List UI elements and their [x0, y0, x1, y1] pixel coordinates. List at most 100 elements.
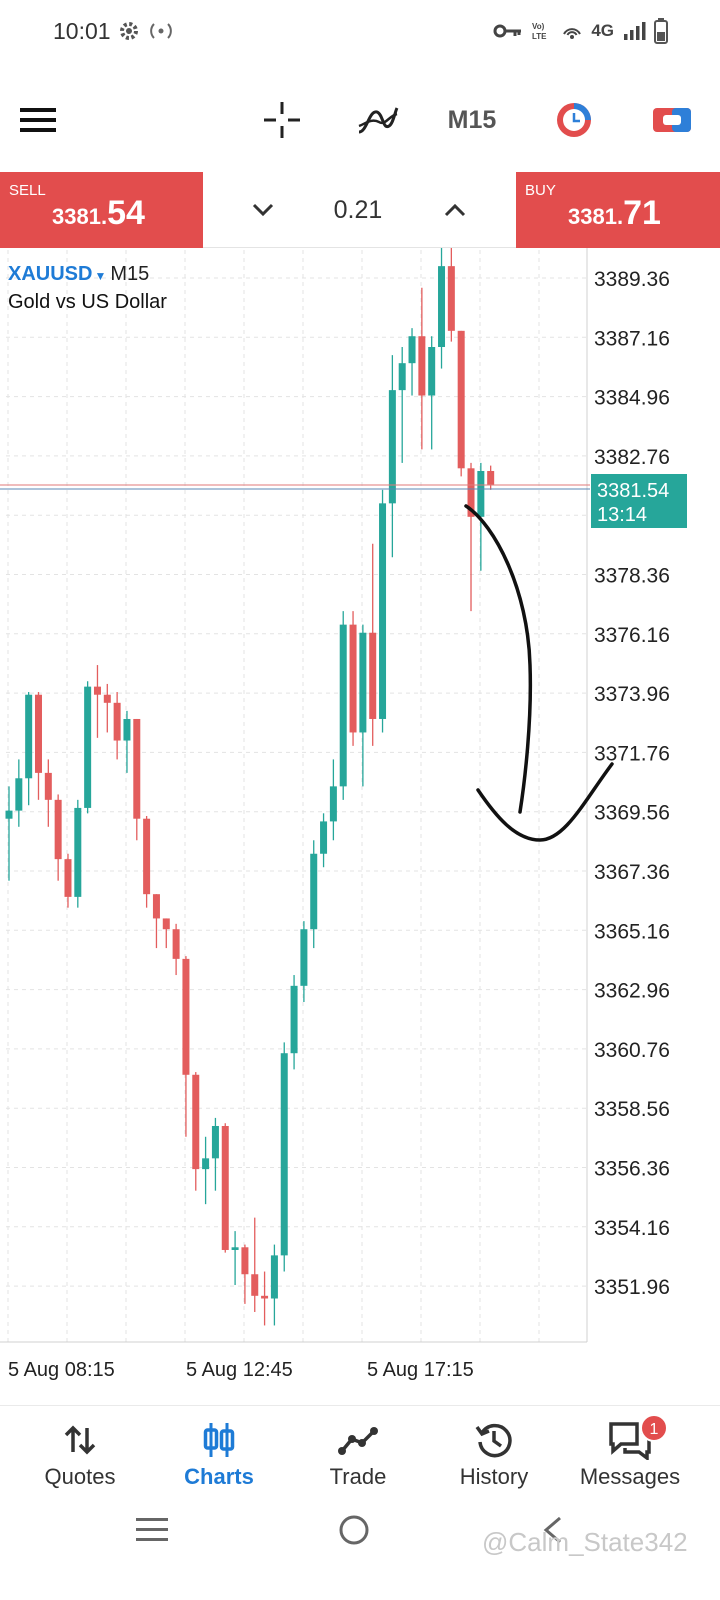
candle: [379, 489, 387, 733]
crosshair-icon: [264, 102, 300, 138]
swap-icon: [653, 108, 691, 132]
recent-apps-icon[interactable]: [134, 1515, 170, 1545]
charts-icon: [203, 1423, 235, 1457]
y-tick-label: 3362.96: [594, 980, 670, 1003]
candle: [261, 1271, 269, 1326]
x-tick-label: 5 Aug 08:15: [8, 1359, 115, 1381]
sell-label: SELL: [9, 182, 46, 199]
candle: [398, 347, 406, 463]
candle: [182, 956, 190, 1137]
candle: [300, 921, 308, 1002]
buy-price-big: 71: [623, 194, 661, 232]
candle: [44, 759, 52, 827]
indicators-button[interactable]: [355, 80, 401, 160]
candle: [152, 894, 160, 949]
trade-button[interactable]: [650, 80, 694, 160]
price-chart[interactable]: 3389.36 3387.16 3384.96 3382.76 3378.36 3376.…: [0, 248, 720, 1403]
candle: [251, 1217, 259, 1312]
indicators-icon: [358, 107, 399, 134]
crosshair-button[interactable]: [260, 80, 304, 160]
candle: [54, 794, 62, 881]
candle: [192, 1072, 200, 1191]
key-icon: [493, 24, 522, 38]
history-icon: [475, 1423, 512, 1458]
chart-timeframe: M15: [110, 263, 150, 285]
chart-area[interactable]: 3389.36 3387.16 3384.96 3382.76 3378.36 3376.…: [0, 248, 720, 1403]
lot-value[interactable]: 0.21: [333, 196, 383, 224]
y-tick-label: 3365.16: [594, 920, 670, 943]
lot-increase-button[interactable]: [435, 190, 475, 230]
menu-icon: [20, 108, 56, 132]
nav-charts-label: Charts: [184, 1464, 254, 1489]
status-time: 10:01: [53, 18, 111, 44]
candle: [34, 692, 42, 800]
candle: [428, 336, 436, 450]
y-tick-label: 3358.56: [594, 1098, 670, 1121]
symbol-dropdown-icon: ▼: [94, 269, 107, 283]
buy-button[interactable]: BUY 3381.71: [516, 172, 720, 248]
y-tick-label: 3360.76: [594, 1039, 670, 1062]
nav-trade-label: Trade: [329, 1464, 387, 1489]
nav-messages[interactable]: 1 Messages: [558, 1406, 702, 1516]
candle: [467, 462, 475, 612]
hotspot-icon: [150, 23, 172, 39]
sell-button[interactable]: SELL 3381.54: [0, 172, 203, 248]
sell-price-big: 54: [107, 194, 145, 232]
candle: [25, 692, 33, 806]
symbol-name: XAUUSD: [8, 263, 93, 285]
system-nav-bar: [0, 1515, 720, 1600]
trade-icon: [338, 1427, 378, 1455]
current-price-tag: [591, 474, 687, 528]
watermark-text: @Calm_State342: [482, 1527, 688, 1557]
y-tick-label: 3384.96: [594, 387, 670, 410]
nav-history[interactable]: History: [422, 1406, 566, 1516]
timeframe-button[interactable]: M15: [447, 105, 497, 134]
candle: [280, 1042, 288, 1272]
y-tick-label: 3387.16: [594, 327, 670, 350]
candle: [162, 918, 170, 949]
sell-price: 3381.54: [52, 194, 145, 233]
wifi-calling-icon: [563, 28, 582, 39]
candle: [418, 287, 426, 450]
chart-toolbar: M15: [0, 80, 720, 170]
nav-quotes-label: Quotes: [44, 1464, 116, 1489]
candle: [5, 786, 13, 881]
messages-badge: 1: [640, 1414, 668, 1442]
y-tick-label: 3367.36: [594, 861, 670, 884]
network-type: 4G: [591, 21, 614, 40]
svg-text:Vo): Vo): [532, 22, 545, 31]
candle: [133, 718, 141, 841]
candle: [339, 611, 347, 800]
nav-messages-label: Messages: [579, 1464, 681, 1489]
one-click-trading-button[interactable]: [552, 80, 596, 160]
nav-charts[interactable]: Charts: [147, 1406, 291, 1516]
candle: [329, 759, 337, 841]
quotes-icon: [64, 1425, 96, 1455]
candle: [202, 1136, 210, 1205]
trade-bar: SELL 3381.54 0.21 BUY 3381.71: [0, 172, 720, 248]
candle: [123, 710, 131, 773]
chart-symbol[interactable]: XAUUSD ▼ M15: [8, 263, 149, 286]
volte-icon: Vo) LTE: [532, 22, 547, 41]
nav-quotes[interactable]: Quotes: [8, 1406, 152, 1516]
chevron-up-icon: [444, 203, 466, 217]
svg-text:LTE: LTE: [532, 32, 547, 41]
x-tick-label: 5 Aug 17:15: [367, 1359, 474, 1381]
candle: [290, 975, 298, 1070]
lot-selector: 0.21: [203, 172, 516, 248]
y-tick-label: 3382.76: [594, 446, 670, 469]
lot-decrease-button[interactable]: [243, 190, 283, 230]
bar-countdown-label: 13:14: [597, 504, 647, 526]
buy-label: BUY: [525, 182, 556, 199]
nav-trade[interactable]: Trade: [286, 1406, 430, 1516]
candle: [64, 853, 72, 908]
candle: [103, 683, 111, 733]
nav-history-label: History: [459, 1464, 529, 1489]
sell-price-small: 3381.: [52, 204, 108, 229]
buy-price: 3381.71: [568, 194, 661, 233]
y-tick-label: 3376.16: [594, 624, 670, 647]
home-icon[interactable]: [338, 1515, 370, 1547]
menu-button[interactable]: [16, 80, 60, 160]
back-icon[interactable]: [540, 1515, 566, 1545]
gear-icon: [120, 22, 138, 40]
